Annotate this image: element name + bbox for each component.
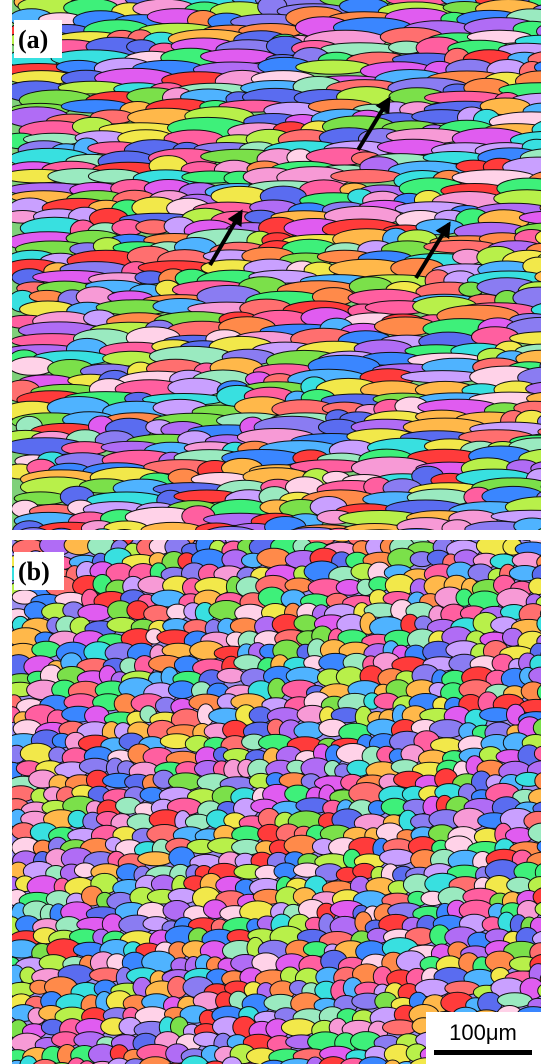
micrograph-b — [2, 522, 541, 1064]
grain — [141, 522, 204, 538]
grain — [529, 578, 541, 595]
grain — [9, 357, 55, 375]
panel-label: (a) — [18, 25, 48, 54]
page: {"panels": [{"label": "(a)"}, {"label": … — [0, 0, 541, 1064]
scale-label: 100μm — [449, 1020, 517, 1045]
micrograph-a — [1, 0, 541, 552]
scale-bar — [434, 1050, 532, 1055]
grain — [331, 170, 402, 183]
grain — [380, 849, 415, 865]
panel-label: (b) — [18, 557, 50, 586]
grain — [138, 852, 173, 866]
grain — [498, 993, 533, 1008]
figure: (a) (b) 100μm — [0, 0, 541, 1064]
grain — [281, 1019, 316, 1036]
grain — [296, 60, 371, 74]
grain — [104, 521, 148, 535]
grain — [13, 521, 47, 543]
